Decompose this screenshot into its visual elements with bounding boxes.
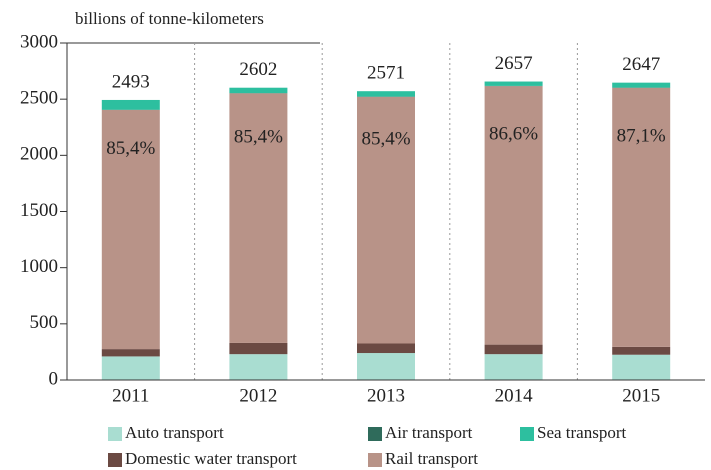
y-tick-label: 2500 (20, 88, 58, 109)
bar-segment (229, 87, 288, 94)
bar-segment (229, 93, 288, 343)
x-tick-label: 2012 (239, 385, 277, 406)
bar-segment (612, 87, 671, 347)
bar-segment (484, 354, 543, 380)
y-tick-label: 3000 (20, 31, 58, 52)
bar-segment (357, 96, 415, 344)
total-label: 2602 (239, 59, 277, 80)
bar-segment (484, 86, 543, 345)
bar-segment (612, 346, 671, 355)
bar-segment (357, 91, 415, 97)
legend-label: Rail transport (385, 449, 478, 468)
legend-label: Domestic water transport (125, 449, 297, 468)
x-tick-label: 2014 (495, 385, 534, 406)
share-label: 85,4% (106, 138, 155, 159)
y-tick-label: 2000 (20, 144, 58, 165)
total-label: 2647 (622, 54, 660, 75)
legend-swatch (108, 427, 122, 441)
bar-segment (229, 342, 288, 355)
share-label: 85,4% (361, 129, 410, 150)
bar-segment (484, 81, 543, 86)
x-tick-label: 2011 (112, 385, 149, 406)
bar-segment (101, 356, 160, 380)
y-tick-label: 0 (49, 368, 59, 389)
bar-segment (484, 344, 543, 355)
bar-segment (101, 349, 160, 357)
bar-segment (612, 354, 671, 380)
legend-swatch (108, 453, 122, 467)
bar-segment (101, 99, 160, 110)
total-label: 2657 (495, 53, 533, 74)
share-label: 87,1% (617, 126, 666, 147)
total-label: 2571 (367, 63, 405, 84)
share-label: 86,6% (489, 124, 538, 145)
y-axis-label: billions of tonne-kilometers (75, 9, 264, 28)
y-tick-label: 500 (30, 312, 59, 333)
legend-swatch (368, 427, 382, 441)
bar-segment (357, 353, 415, 380)
legend-label: Auto transport (125, 423, 224, 442)
y-tick-label: 1000 (20, 256, 58, 277)
x-tick-label: 2013 (367, 385, 405, 406)
legend-label: Air transport (385, 423, 473, 442)
share-label: 85,4% (234, 126, 283, 147)
bar-segment (612, 82, 671, 88)
legend-swatch (368, 453, 382, 467)
legend-label: Sea transport (537, 423, 627, 442)
legend-swatch (520, 427, 534, 441)
bar-segment (101, 109, 160, 350)
total-label: 2493 (112, 71, 150, 92)
y-tick-label: 1500 (20, 200, 58, 221)
bar-segment (357, 343, 415, 354)
x-tick-label: 2015 (622, 385, 660, 406)
bar-segment (229, 354, 288, 380)
